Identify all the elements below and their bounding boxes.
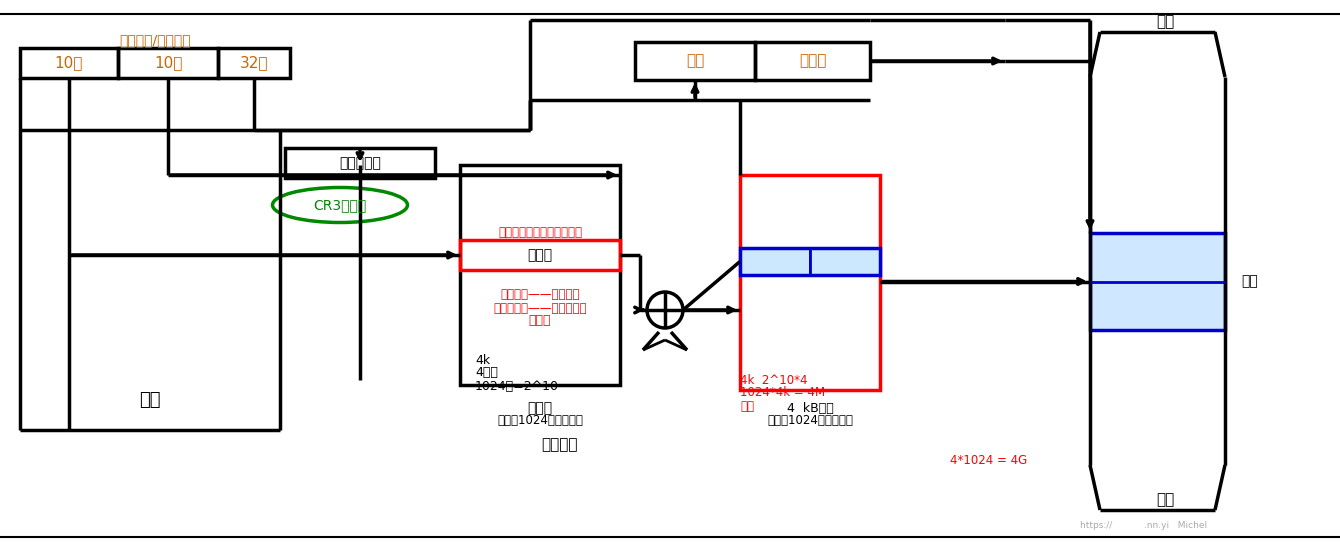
Text: 页表: 页表 bbox=[740, 399, 754, 413]
Bar bbox=[285, 148, 436, 178]
Bar bbox=[740, 248, 880, 275]
Text: 页中断: 页中断 bbox=[529, 315, 551, 327]
Text: 主存: 主存 bbox=[1156, 493, 1174, 508]
Text: 分页机制: 分页机制 bbox=[541, 437, 579, 452]
Bar bbox=[1089, 233, 1225, 330]
Text: 根页表指针: 根页表指针 bbox=[339, 156, 381, 170]
Text: （包含1024个页表帧）: （包含1024个页表帧） bbox=[766, 415, 854, 427]
Bar bbox=[20, 48, 118, 78]
Text: 页帧: 页帧 bbox=[1242, 274, 1258, 289]
Text: https://           .nn.yi   Michel: https:// .nn.yi Michel bbox=[1080, 520, 1207, 530]
Text: 记录下一级页表的起始地址: 记录下一级页表的起始地址 bbox=[498, 226, 582, 238]
Text: 在内存上——直接触发: 在内存上——直接触发 bbox=[500, 289, 580, 301]
Bar bbox=[118, 48, 218, 78]
Text: 4  kB页表: 4 kB页表 bbox=[787, 401, 833, 415]
Bar bbox=[218, 48, 289, 78]
Text: 1024项=2^10: 1024项=2^10 bbox=[474, 379, 559, 393]
Text: 10位: 10位 bbox=[55, 55, 83, 70]
Text: 32位: 32位 bbox=[240, 55, 268, 70]
Text: 根页表: 根页表 bbox=[528, 401, 552, 415]
Bar bbox=[635, 42, 754, 80]
Bar bbox=[740, 175, 880, 390]
Bar bbox=[460, 165, 620, 385]
Bar bbox=[809, 248, 880, 275]
Text: 程序: 程序 bbox=[139, 391, 161, 409]
Text: 不在内存上——触发页错误: 不在内存上——触发页错误 bbox=[493, 301, 587, 315]
Bar bbox=[754, 42, 870, 80]
Text: 帧号: 帧号 bbox=[686, 54, 704, 69]
Text: 10位: 10位 bbox=[154, 55, 182, 70]
Text: 4k: 4k bbox=[474, 353, 490, 367]
Text: 1024*4k = 4M: 1024*4k = 4M bbox=[740, 387, 825, 399]
Bar bbox=[460, 240, 620, 270]
Text: 4*1024 = 4G: 4*1024 = 4G bbox=[950, 453, 1028, 467]
Text: （包含1024个页表帧）: （包含1024个页表帧） bbox=[497, 415, 583, 427]
Text: 页表项: 页表项 bbox=[528, 248, 552, 262]
Text: CR3中的值: CR3中的值 bbox=[314, 198, 367, 212]
Text: 4字节: 4字节 bbox=[474, 367, 498, 379]
Text: 4k  2^10*4: 4k 2^10*4 bbox=[740, 373, 808, 387]
Text: 虚拟地址/逻辑地址: 虚拟地址/逻辑地址 bbox=[119, 33, 190, 47]
Bar bbox=[740, 248, 809, 275]
Text: 偏移量: 偏移量 bbox=[799, 54, 827, 69]
Text: 内存: 内存 bbox=[1156, 14, 1174, 29]
